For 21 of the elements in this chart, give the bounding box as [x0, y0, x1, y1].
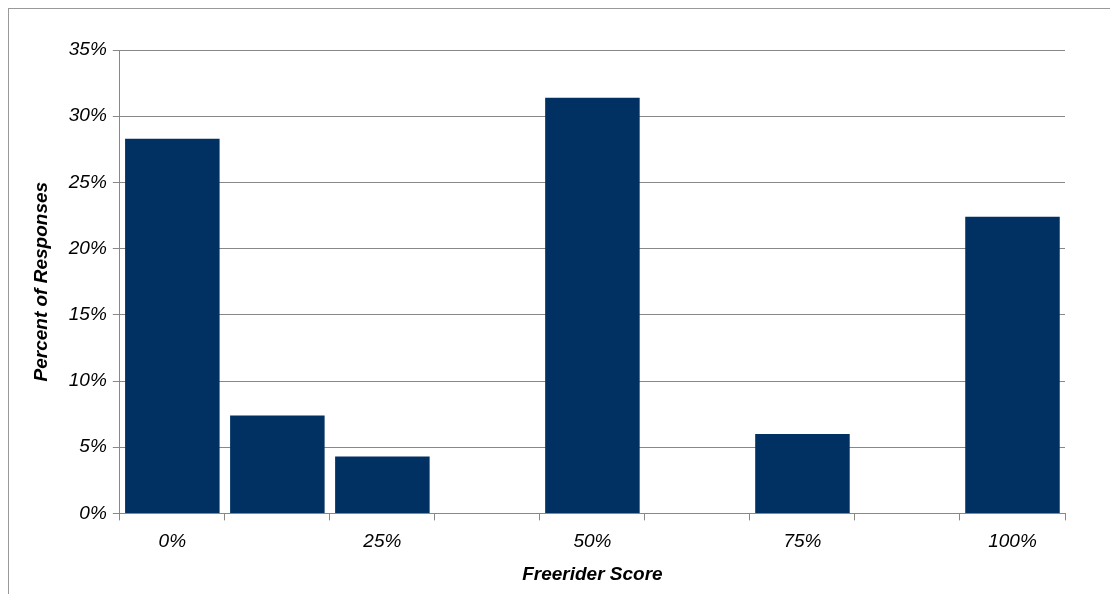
- y-tick-label: 35%: [68, 38, 107, 60]
- y-tick-label: 5%: [79, 435, 107, 457]
- bar: [545, 97, 640, 513]
- y-axis-title: Percent of Responses: [29, 181, 51, 382]
- bar: [125, 138, 220, 513]
- y-tick-label: 20%: [67, 236, 107, 258]
- x-tick-label: 100%: [988, 530, 1037, 552]
- x-tick-label: 25%: [362, 530, 402, 552]
- bar: [335, 456, 430, 513]
- y-tick-label: 0%: [79, 501, 107, 523]
- y-tick-label: 25%: [67, 170, 107, 192]
- bar: [965, 216, 1060, 513]
- bar: [230, 415, 325, 513]
- x-axis-title: Freerider Score: [522, 562, 664, 584]
- y-tick-label: 10%: [68, 369, 107, 391]
- y-tick-label: 15%: [68, 303, 107, 325]
- x-tick-label: 50%: [573, 530, 612, 552]
- x-tick-label: 0%: [158, 530, 187, 552]
- x-tick-label: 75%: [783, 530, 822, 552]
- bar: [755, 433, 850, 513]
- y-tick-label: 30%: [68, 104, 107, 126]
